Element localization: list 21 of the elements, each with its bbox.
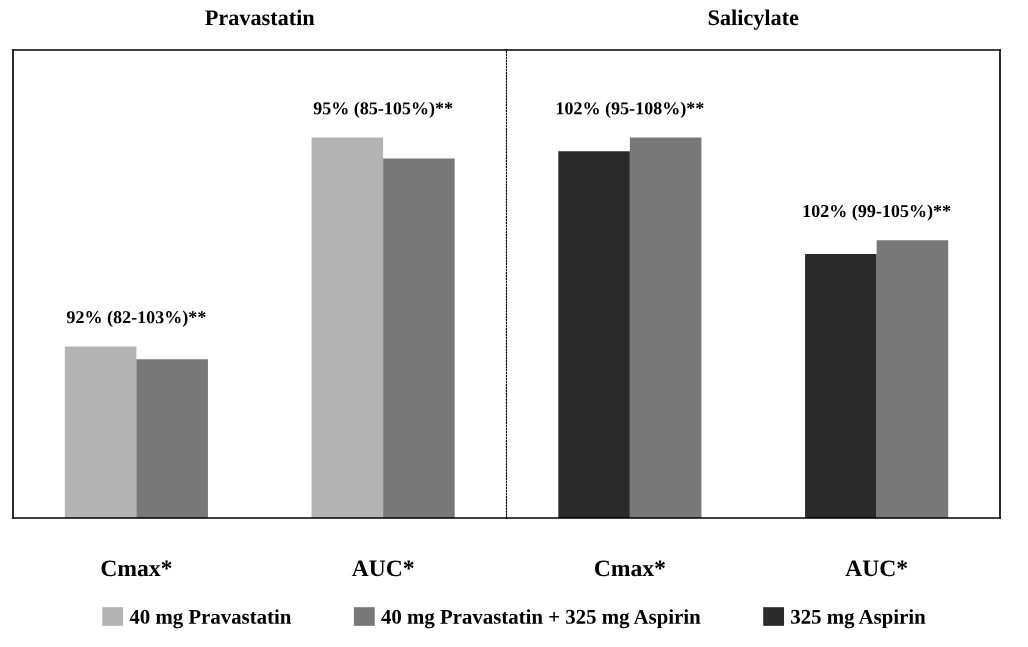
bar — [876, 240, 949, 518]
chart-title: Salicylate — [708, 9, 799, 30]
annotation: 92% (82-103%)** — [66, 310, 206, 327]
legend-label: 40 mg Pravastatin — [129, 609, 292, 629]
bar — [311, 137, 384, 518]
bar — [64, 346, 137, 518]
annotation: 95% (85-105%)** — [313, 101, 453, 119]
annotation: 102% (99-105%)** — [803, 204, 951, 221]
legend-label: 325 mg Aspirin — [791, 609, 926, 629]
bar — [805, 253, 877, 518]
x-tick-label: Cmax* — [594, 560, 665, 577]
bar — [383, 158, 455, 518]
x-tick-label: AUC* — [351, 560, 414, 577]
bar — [136, 359, 208, 518]
x-tick-label: Cmax* — [101, 560, 172, 577]
bar — [629, 137, 702, 518]
annotation: 102% (95-108%)** — [556, 101, 704, 119]
legend-label: 40 mg Pravastatin + 325 mg Aspirin — [381, 609, 701, 629]
bar — [558, 151, 630, 518]
x-tick-label: AUC* — [845, 560, 908, 577]
chart-title: Pravastatin — [205, 9, 315, 26]
